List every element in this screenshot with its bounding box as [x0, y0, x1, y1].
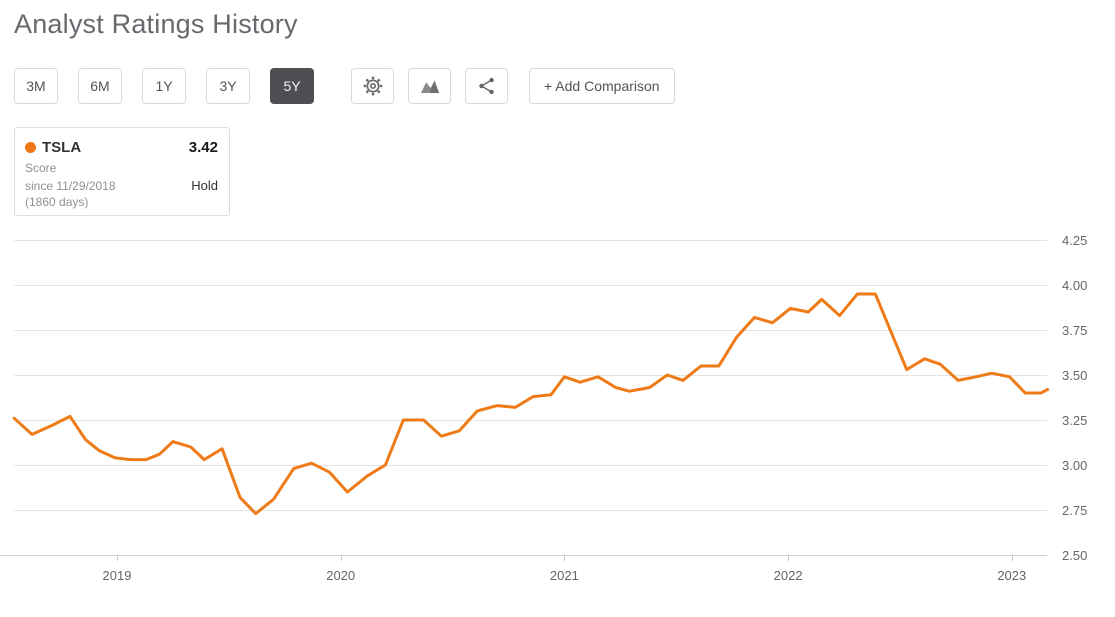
score-value: 3.42	[188, 139, 218, 156]
page-title: Analyst Ratings History	[14, 9, 298, 39]
x-axis-label: 2020	[326, 568, 356, 583]
x-axis-tick	[117, 555, 118, 561]
y-gridline	[14, 285, 1047, 286]
y-axis-label: 2.50	[1062, 548, 1088, 563]
ticker-symbol: TSLA	[42, 139, 82, 156]
legend-header-row: TSLA 3.42	[25, 139, 218, 156]
y-axis-label: 2.75	[1062, 503, 1088, 518]
y-gridline	[14, 420, 1047, 421]
share-icon	[476, 75, 498, 97]
x-axis-tick	[788, 555, 790, 561]
x-axis-tick	[564, 555, 566, 561]
add-comparison-button[interactable]: + Add Comparison	[529, 68, 675, 104]
y-gridline	[14, 330, 1047, 331]
y-axis-label: 3.00	[1062, 458, 1088, 473]
range-button-6m[interactable]: 6M	[78, 68, 122, 104]
series-color-dot-icon	[25, 142, 36, 153]
score-label: Score	[25, 161, 57, 175]
x-axis-tick	[340, 555, 342, 561]
settings-button[interactable]	[351, 68, 394, 104]
toolbar: 3M 6M 1Y 3Y 5Y	[14, 68, 675, 104]
y-gridline	[14, 510, 1047, 511]
chart-style-button[interactable]	[408, 68, 451, 104]
x-axis-label: 2021	[549, 568, 579, 583]
y-gridline	[0, 555, 1047, 556]
y-gridline	[14, 240, 1047, 241]
range-button-3m[interactable]: 3M	[14, 68, 58, 104]
y-axis-label: 4.25	[1062, 233, 1088, 248]
series-legend-card: TSLA 3.42 Score since 11/29/2018 (1860 d…	[14, 127, 230, 216]
rating-history-line[interactable]	[12, 292, 1050, 516]
range-button-3y[interactable]: 3Y	[206, 68, 250, 104]
y-gridline	[14, 465, 1047, 466]
since-date: since 11/29/2018	[25, 179, 116, 193]
since-days: (1860 days)	[25, 195, 89, 209]
range-button-1y[interactable]: 1Y	[142, 68, 186, 104]
x-axis-label: 2022	[773, 568, 803, 583]
x-axis-label: 2019	[102, 568, 132, 583]
range-button-5y[interactable]: 5Y	[270, 68, 314, 104]
x-axis-tick	[1011, 555, 1013, 561]
y-axis-label: 3.25	[1062, 413, 1088, 428]
gear-icon	[362, 75, 384, 97]
rating-badge: Hold	[191, 178, 218, 193]
y-axis-label: 3.50	[1062, 368, 1088, 383]
y-gridline	[14, 375, 1047, 376]
x-axis-label: 2023	[997, 568, 1027, 583]
mountain-chart-icon	[418, 74, 442, 98]
share-button[interactable]	[465, 68, 508, 104]
y-axis-label: 4.00	[1062, 278, 1088, 293]
y-axis-label: 3.75	[1062, 323, 1088, 338]
